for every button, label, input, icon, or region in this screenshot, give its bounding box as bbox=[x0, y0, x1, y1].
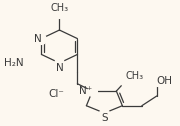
Text: H₂N: H₂N bbox=[4, 58, 23, 68]
Text: Cl⁻: Cl⁻ bbox=[48, 89, 64, 99]
Text: CH₃: CH₃ bbox=[50, 3, 68, 13]
Text: N: N bbox=[56, 63, 63, 73]
Text: OH: OH bbox=[157, 76, 173, 86]
Text: S: S bbox=[101, 113, 108, 123]
Text: CH₃: CH₃ bbox=[125, 71, 143, 81]
Text: N⁺: N⁺ bbox=[79, 86, 92, 96]
Text: N: N bbox=[34, 34, 41, 44]
